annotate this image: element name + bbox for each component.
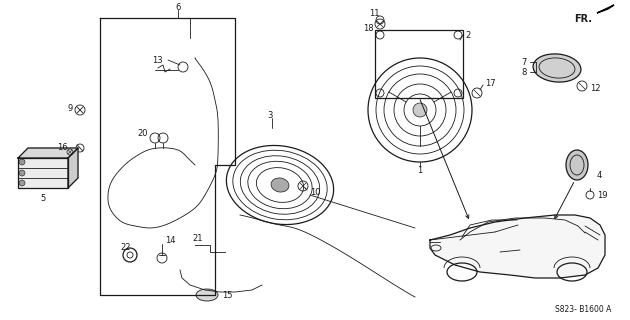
Text: 5: 5 <box>40 194 45 203</box>
Text: 1: 1 <box>417 165 423 174</box>
Polygon shape <box>18 148 78 158</box>
Text: 8: 8 <box>522 68 527 76</box>
Circle shape <box>19 170 25 176</box>
Text: 17: 17 <box>485 78 496 87</box>
Text: 3: 3 <box>267 110 273 119</box>
Text: 2: 2 <box>466 30 471 39</box>
Bar <box>375 30 463 98</box>
Ellipse shape <box>533 54 581 82</box>
Polygon shape <box>430 215 605 278</box>
Text: 13: 13 <box>152 55 163 65</box>
Text: 12: 12 <box>590 84 600 92</box>
Polygon shape <box>18 158 68 188</box>
Text: 22: 22 <box>120 243 130 252</box>
Circle shape <box>19 159 25 165</box>
Text: 7: 7 <box>522 58 527 67</box>
Text: 18: 18 <box>364 23 374 33</box>
Polygon shape <box>597 5 614 13</box>
Text: FR.: FR. <box>574 14 592 24</box>
Circle shape <box>19 180 25 186</box>
Polygon shape <box>68 148 78 188</box>
Text: 19: 19 <box>597 190 607 199</box>
Ellipse shape <box>271 178 289 192</box>
Text: S823- B1600 A: S823- B1600 A <box>555 306 611 315</box>
Text: 21: 21 <box>192 234 202 243</box>
Text: 10: 10 <box>310 188 321 196</box>
Text: 15: 15 <box>222 292 232 300</box>
Text: 16: 16 <box>57 142 68 151</box>
Ellipse shape <box>566 150 588 180</box>
Text: 6: 6 <box>175 3 181 12</box>
Text: 4: 4 <box>597 171 602 180</box>
Text: 14: 14 <box>165 236 176 244</box>
Ellipse shape <box>196 289 218 301</box>
Text: 20: 20 <box>137 129 148 138</box>
Text: 11: 11 <box>370 9 380 18</box>
Circle shape <box>413 103 427 117</box>
Text: 9: 9 <box>68 103 73 113</box>
